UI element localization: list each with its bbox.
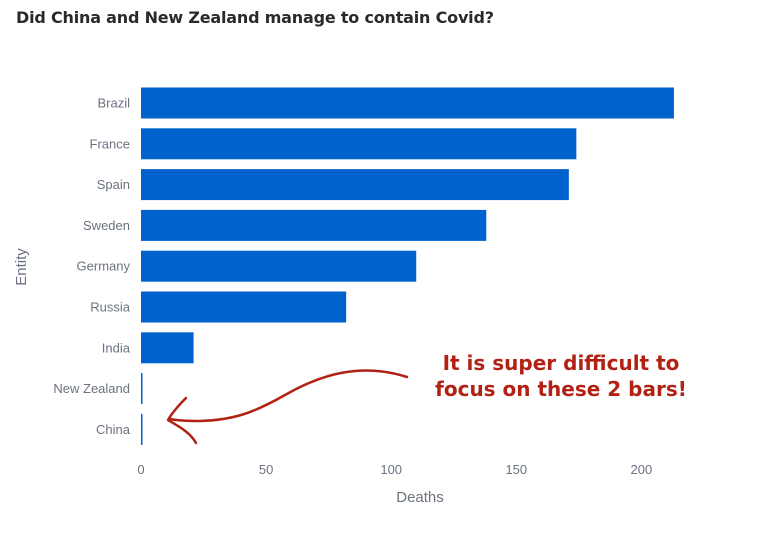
bar-spain bbox=[141, 169, 569, 201]
annotation-text-line1: It is super difficult to bbox=[443, 351, 680, 375]
y-tick-label: China bbox=[96, 422, 131, 437]
y-tick-label: Sweden bbox=[83, 218, 130, 233]
x-tick-label: 0 bbox=[137, 462, 144, 477]
x-tick-label: 150 bbox=[505, 462, 527, 477]
annotation-text-line2: focus on these 2 bars! bbox=[435, 377, 687, 401]
y-tick-label: India bbox=[102, 340, 131, 355]
annotation-arrow bbox=[168, 369, 409, 423]
bar-france bbox=[141, 128, 577, 160]
y-tick-label: Spain bbox=[97, 177, 130, 192]
chart-title: Did China and New Zealand manage to cont… bbox=[16, 8, 494, 27]
x-tick-label: 100 bbox=[380, 462, 402, 477]
y-tick-label: Germany bbox=[77, 259, 131, 274]
y-tick-label: Russia bbox=[90, 300, 131, 315]
bar-germany bbox=[141, 250, 417, 282]
bar-india bbox=[141, 332, 194, 364]
bar-russia bbox=[141, 291, 347, 323]
annotation-arrowhead bbox=[166, 396, 198, 445]
y-tick-label: France bbox=[90, 136, 130, 151]
y-axis-label: Entity bbox=[13, 248, 30, 286]
bar-sweden bbox=[141, 209, 487, 241]
bar-brazil bbox=[141, 87, 674, 119]
y-tick-label: New Zealand bbox=[53, 381, 130, 396]
y-tick-label: Brazil bbox=[97, 96, 130, 111]
bar-new-zealand bbox=[141, 373, 143, 405]
x-tick-label: 50 bbox=[259, 462, 273, 477]
x-tick-label: 200 bbox=[631, 462, 653, 477]
bar-china bbox=[141, 413, 143, 445]
x-axis-label: Deaths bbox=[396, 489, 444, 506]
